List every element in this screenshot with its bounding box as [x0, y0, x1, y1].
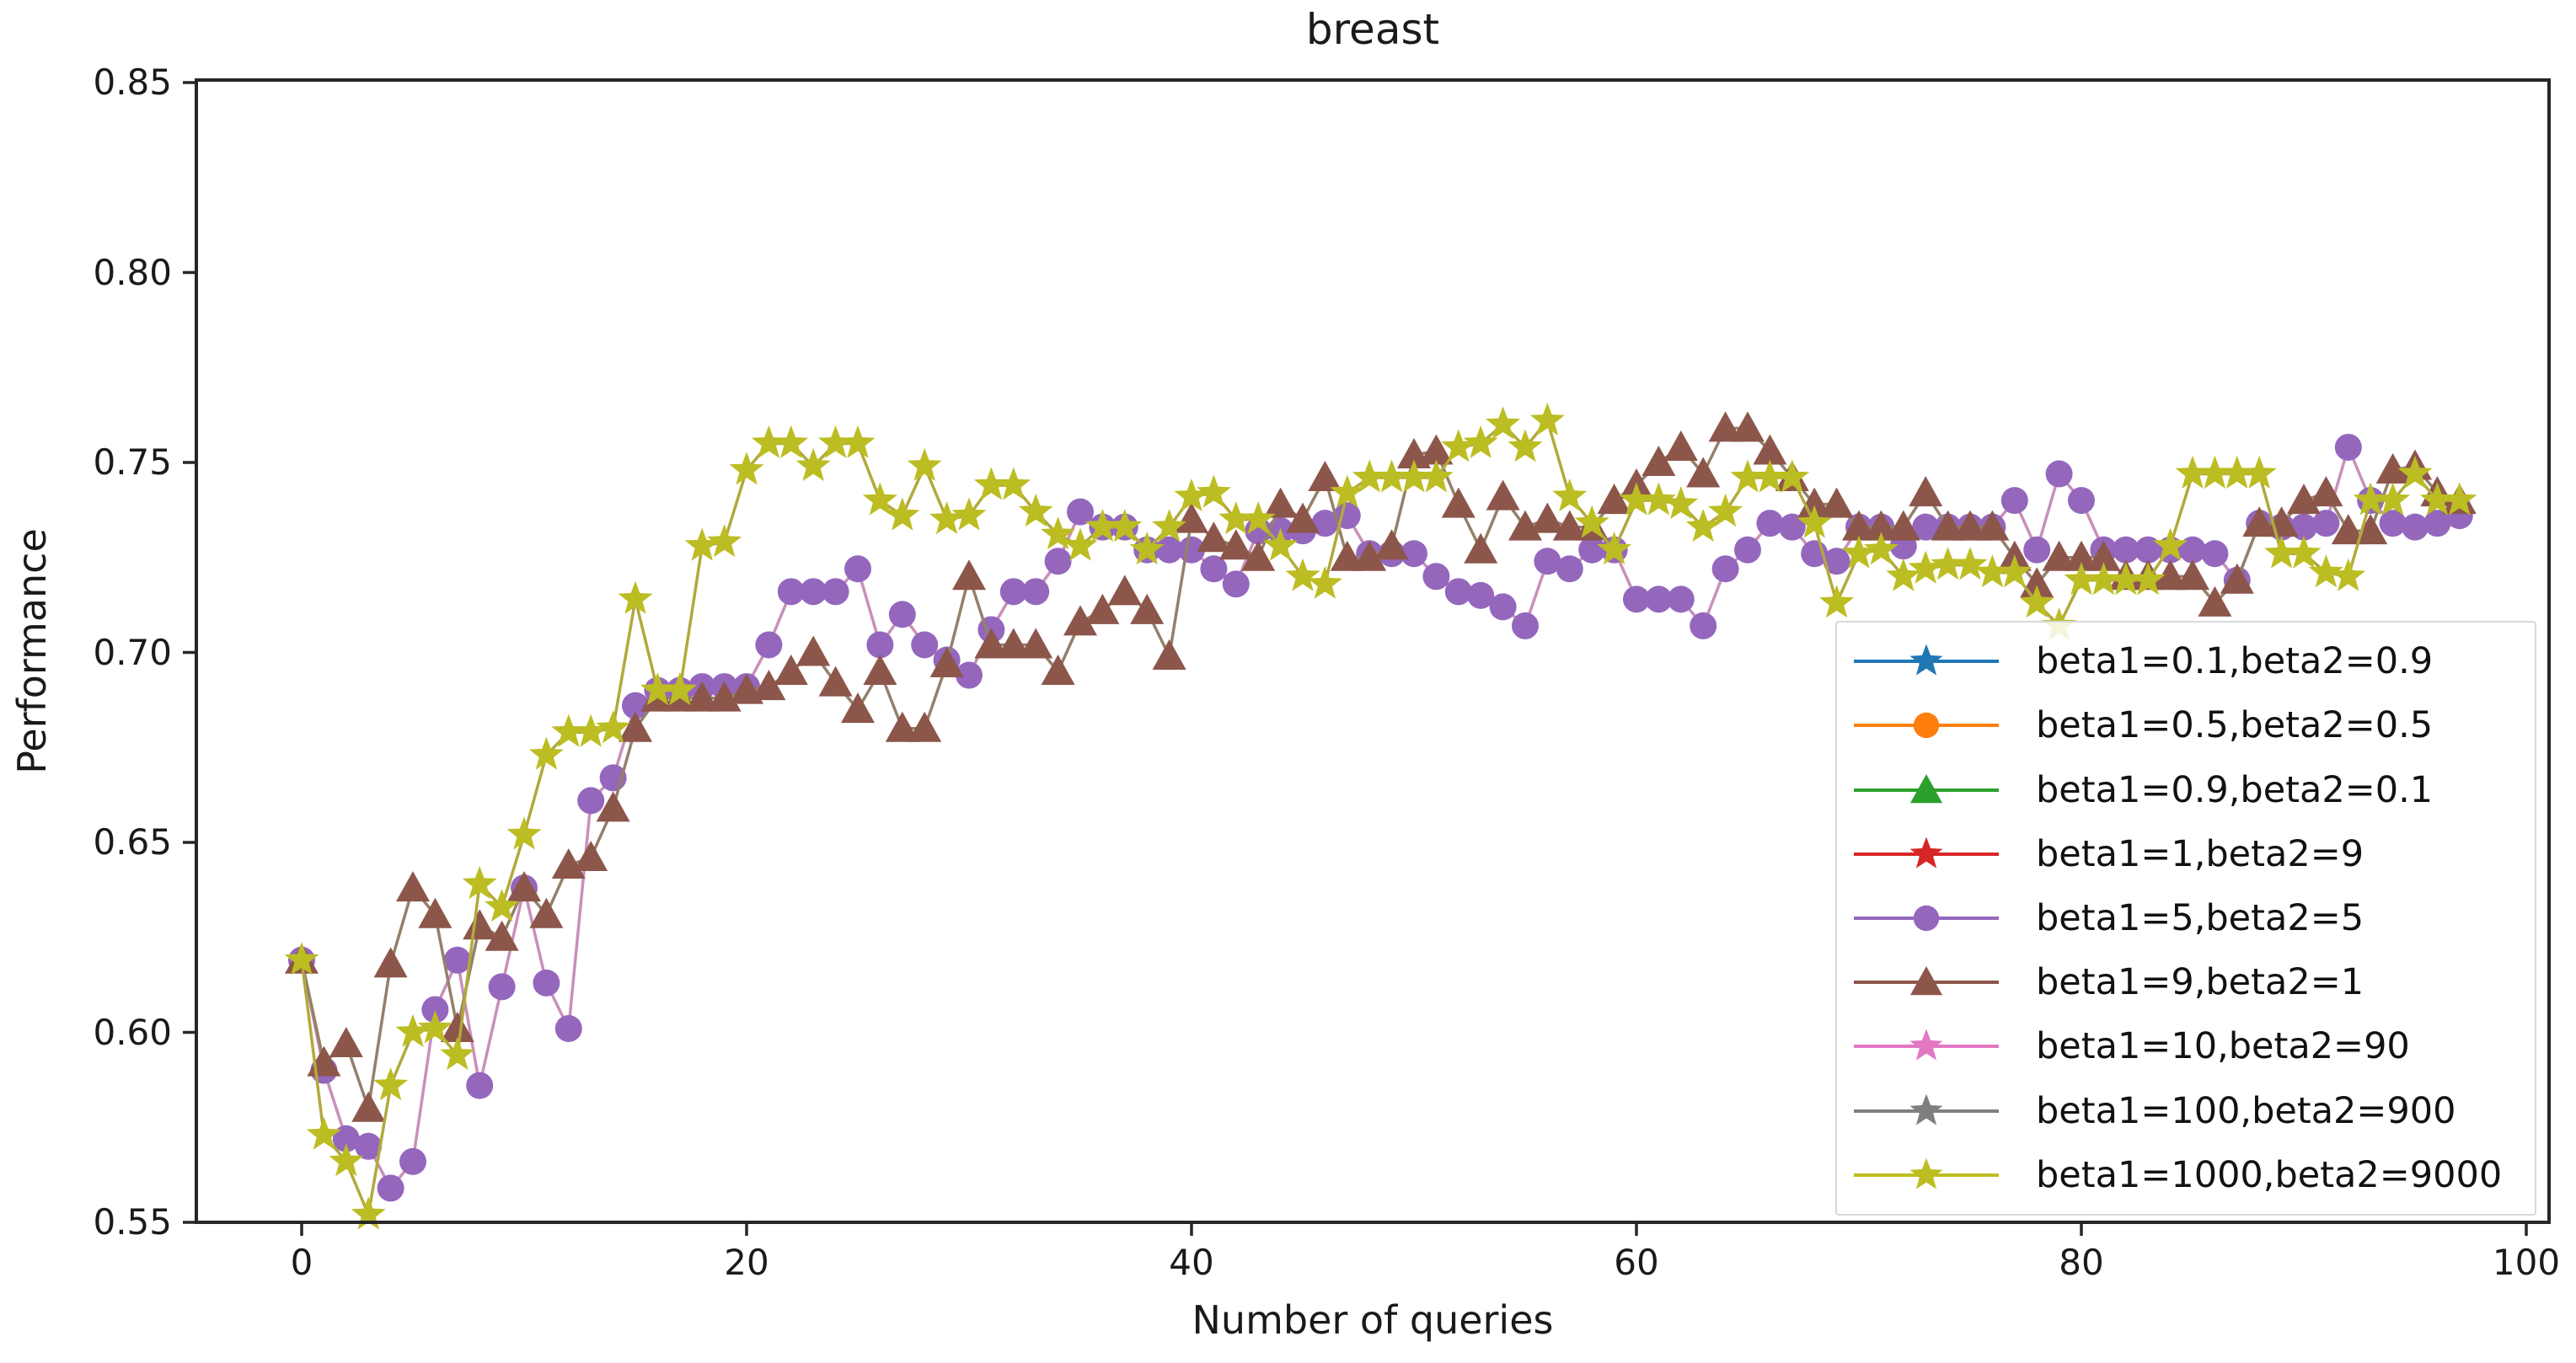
legend-item: beta1=0.9,beta2=0.1: [1847, 759, 2535, 821]
y-tick-0.85: 0.85: [93, 61, 172, 103]
legend-item: beta1=5,beta2=5: [1847, 887, 2535, 949]
y-tick-0.60: 0.60: [93, 1012, 172, 1053]
y-tick-0.75: 0.75: [93, 441, 172, 483]
legend-star-icon: [1854, 1157, 1999, 1189]
legend-item: beta1=0.1,beta2=0.9: [1847, 630, 2535, 692]
legend-star-icon: [1854, 644, 1999, 676]
legend-item: beta1=10,beta2=90: [1847, 1015, 2535, 1077]
legend-item-label: beta1=9,beta2=1: [2036, 961, 2364, 1004]
legend-star-icon: [1854, 1029, 1999, 1061]
legend-item-label: beta1=0.9,beta2=0.1: [2036, 768, 2434, 811]
legend-item-label: beta1=10,beta2=90: [2036, 1025, 2410, 1068]
y-tick-0.55: 0.55: [93, 1201, 172, 1243]
legend-item-label: beta1=0.1,beta2=0.9: [2036, 640, 2434, 683]
legend-triangle-icon: [1854, 966, 1999, 996]
y-tick-0.70: 0.70: [93, 632, 172, 673]
legend-item: beta1=9,beta2=1: [1847, 951, 2535, 1013]
legend-box: beta1=0.1,beta2=0.9 beta1=0.5,beta2=0.5 …: [1835, 621, 2536, 1216]
x-tick-0: 0: [290, 1242, 313, 1283]
chart-title: breast: [1305, 5, 1440, 54]
x-tick-60: 60: [1614, 1242, 1659, 1283]
legend-star-icon: [1854, 1093, 1999, 1125]
x-axis-label: Number of queries: [1192, 1297, 1554, 1343]
legend-item-label: beta1=1,beta2=9: [2036, 832, 2364, 875]
legend-item: beta1=0.5,beta2=0.5: [1847, 694, 2535, 756]
legend-item: beta1=1000,beta2=9000: [1847, 1144, 2535, 1206]
legend-item: beta1=100,beta2=900: [1847, 1080, 2535, 1142]
x-tick-100: 100: [2492, 1242, 2561, 1283]
legend-item-label: beta1=5,beta2=5: [2036, 896, 2364, 939]
x-tick-20: 20: [724, 1242, 769, 1283]
x-tick-40: 40: [1169, 1242, 1214, 1283]
x-tick-80: 80: [2059, 1242, 2104, 1283]
y-tick-0.80: 0.80: [93, 252, 172, 293]
y-tick-0.65: 0.65: [93, 821, 172, 863]
legend-circle-icon: [1854, 713, 1999, 739]
legend-triangle-icon: [1854, 773, 1999, 803]
legend-circle-icon: [1854, 905, 1999, 932]
legend-star-icon: [1854, 837, 1999, 869]
legend-item-label: beta1=0.5,beta2=0.5: [2036, 704, 2434, 747]
legend-item: beta1=1,beta2=9: [1847, 823, 2535, 885]
legend-item-label: beta1=1000,beta2=9000: [2036, 1153, 2503, 1196]
legend-item-label: beta1=100,beta2=900: [2036, 1089, 2456, 1132]
